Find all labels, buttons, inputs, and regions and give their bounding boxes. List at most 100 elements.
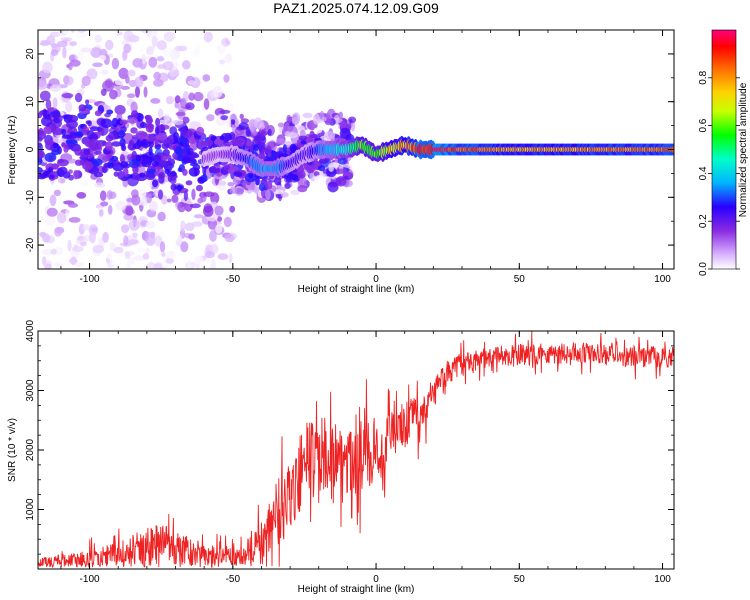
spectrogram-noise-blob [82,224,90,231]
spectrogram-noise-blob [191,221,203,227]
spectrogram-noise-blob [57,177,66,184]
spectrogram-noise-blob [167,138,175,144]
spectrogram-noise-blob [50,248,57,255]
spectrogram-noise-blob [309,134,320,139]
spectrogram-noise-blob [140,196,148,207]
spectrogram-noise-blob [260,129,265,138]
spectrogram-noise-blob [115,200,126,212]
colorbar-label: Normalized spectral amplitude [738,82,749,217]
spectrogram-noise-blob [158,172,166,179]
spectrogram-noise-blob [318,165,326,172]
spectrogram-noise-blob [119,161,129,168]
spectrogram-noise-blob [54,246,64,256]
spectrogram-noise-blob [38,166,43,173]
spectrogram-noise-blob [44,152,57,163]
spectrogram-noise-blob [182,116,190,124]
spectrogram-noise-blob [152,179,159,188]
spectrogram-noise-blob [156,55,164,62]
spectrogram-noise-blob [77,50,85,61]
spectrogram-noise-blob [216,216,223,222]
spectrogram-noise-blob [185,102,195,111]
spectrogram-noise-blob [114,104,126,115]
spectrogram-noise-blob [182,168,188,176]
spectrogram-noise-blob [38,113,42,119]
spectrogram-noise-blob [203,31,213,43]
spectrogram-noise-blob [145,173,155,180]
spectrogram-noise-blob [121,224,130,234]
spectrogram-noise-blob [193,214,204,219]
spectrogram-noise-blob [335,176,347,187]
spectrogram-noise-blob [194,45,200,57]
spectrogram-noise-blob [45,215,56,226]
spectrogram-noise-blob [324,115,332,126]
spectrogram-noise-blob [109,89,118,100]
spectrogram-noise-blob [86,68,98,80]
spectrogram-noise-blob [174,185,184,190]
spectrogram-noise-blob [229,186,238,194]
spectrogram-noise-blob [49,84,62,92]
x-tick-label: 100 [654,574,671,585]
spectrogram-noise-blob [119,119,128,125]
spectrogram-noise-blob [165,258,174,264]
spectrogram-noise-blob [146,262,156,269]
spectrogram-noise-blob [65,209,70,217]
spectrogram-noise-blob [248,172,254,179]
spectrogram-noise-blob [128,219,140,231]
spectrogram-noise-blob [337,157,347,165]
spectrogram-noise-blob [98,54,107,62]
spectrogram-noise-blob [154,170,159,176]
spectrogram-noise-blob [185,180,193,186]
spectrogram-noise-blob [94,110,102,117]
spectrogram-noise-blob [52,109,61,120]
spectrogram-noise-blob [253,117,263,129]
spectrogram-noise-blob [145,235,156,246]
spectrogram-noise-blob [228,253,233,264]
spectrogram-noise-blob [177,234,183,246]
spectrogram-noise-blob [127,257,136,265]
spectrogram-noise-blob [38,38,42,45]
spectrogram-noise-blob [223,74,230,83]
y-tick-label: -10 [25,190,36,205]
spectrogram-noise-blob [159,241,166,253]
x-tick-label: 0 [373,274,379,285]
y-tick-label: -20 [25,237,36,252]
spectrogram-noise-blob [184,222,195,232]
spectrogram-noise-blob [105,253,113,259]
spectrogram-noise-blob [167,158,176,166]
spectrogram-noise-blob [314,175,325,186]
spectrogram-noise-blob [215,224,223,234]
spectrogram-noise-blob [110,261,121,266]
spectrogram-noise-blob [234,118,240,128]
spectrogram-noise-blob [135,85,140,98]
spectrogram-noise-blob [229,119,236,125]
spectrogram-noise-blob [38,173,47,180]
snr-panel: -100 -50 0 50 100 1000 2000 3000 4000 Height of … [7,319,675,595]
spectrogram-noise-blob [145,247,150,255]
spectrogram-noise-blob [226,117,232,129]
spectrogram-noise-blob [76,192,87,199]
x-tick-label: 100 [654,274,671,285]
spectrogram-noise-blob [238,122,249,130]
spectrogram-noise-blob [62,46,67,59]
snr-x-label: Height of straight line (km) [298,584,415,595]
spectrogram-noise-blob [122,50,128,61]
spectrogram-noise-blob [69,131,76,136]
spectrogram-noise-blob [81,180,88,187]
spectrogram-noise-blob [100,201,109,207]
spectrogram-noise-blob [141,157,152,168]
spectrogram-noise-blob [163,31,175,42]
spectrogram-noise-blob [39,90,51,102]
spectrogram-noise-blob [129,172,141,180]
spectrogram-noise-blob [283,175,295,180]
spectrogram-noise-blob [188,233,196,240]
spectrogram-noise-blob [202,173,208,182]
spectrogram-noise-blob [139,172,146,178]
spectrogram-noise-blob [195,184,203,192]
spectrogram-noise-blob [87,120,92,127]
spectrogram-noise-blob [105,141,113,151]
spectrogram-noise-blob [56,212,67,224]
spectrogram-noise-blob [69,41,77,47]
spectrogram-noise-blob [161,195,168,205]
spectrogram-noise-blob [100,88,107,97]
